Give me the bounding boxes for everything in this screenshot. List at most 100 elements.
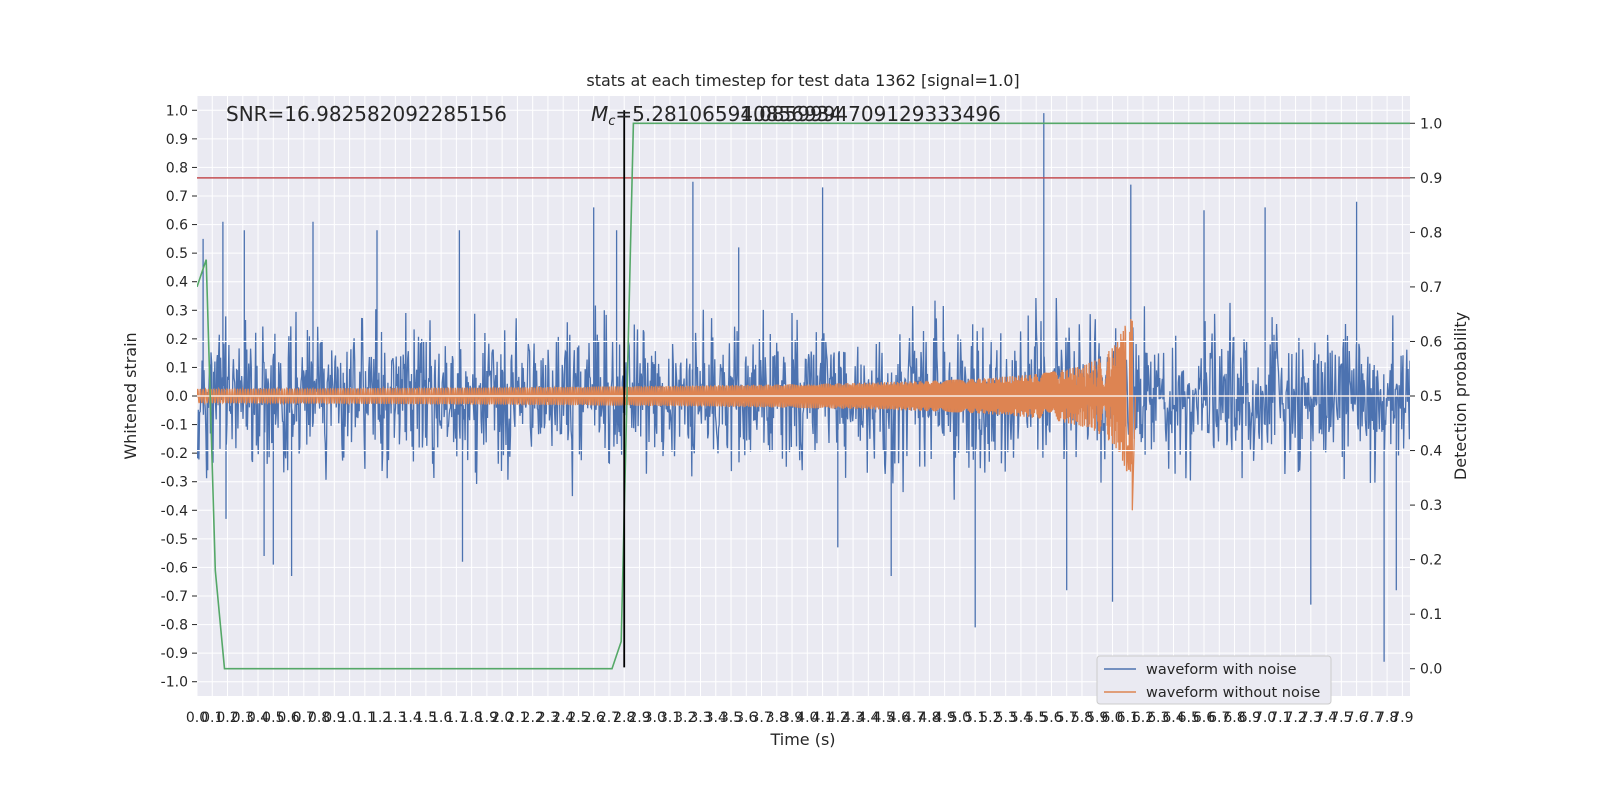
x-tick-label: 7.6 [1345, 710, 1367, 726]
y-tick-label: 0.1 [166, 360, 188, 376]
x-tick-label: 6.9 [1239, 710, 1261, 726]
x-tick-label: 2.0 [491, 710, 513, 726]
x-tick-label: 6.2 [1132, 710, 1154, 726]
y2-axis-ticks: 1.0 0.9 0.8 0.7 0.6 0.5 0.4 0.3 0.2 0.1 0.0 [1410, 116, 1442, 678]
x-tick-label: 2.4 [552, 710, 574, 726]
x-tick-label: 0.3 [232, 710, 254, 726]
y-tick-label: 0.5 [166, 246, 188, 262]
y-tick-label: 0.4 [166, 275, 188, 291]
x-tick-label: 3.2 [674, 710, 696, 726]
x-tick-label: 4.3 [842, 710, 864, 726]
y2-tick-label: 0.5 [1420, 389, 1442, 405]
x-tick-label: 5.4 [1010, 710, 1032, 726]
x-tick-label: 1.1 [354, 710, 376, 726]
chart-title: stats at each timestep for test data 136… [586, 71, 1019, 90]
x-tick-label: 1.7 [445, 710, 467, 726]
overlap-annotation: 1.0859994709129333496 [740, 102, 1001, 126]
x-tick-label: 3.9 [781, 710, 803, 726]
y-tick-label: 0.6 [166, 218, 188, 234]
x-tick-label: 2.2 [522, 710, 544, 726]
x-tick-label: 4.6 [888, 710, 910, 726]
x-tick-label: 2.5 [567, 710, 589, 726]
y-tick-label: -1.0 [161, 675, 188, 691]
x-tick-label: 4.4 [857, 710, 879, 726]
y2-axis-label: Detection probability [1451, 312, 1470, 480]
y2-tick-label: 0.9 [1420, 171, 1442, 187]
y2-tick-label: 0.8 [1420, 225, 1442, 241]
x-tick-label: 4.5 [872, 710, 894, 726]
x-tick-label: 0.7 [293, 710, 315, 726]
x-tick-label: 0.2 [216, 710, 238, 726]
x-tick-label: 4.0 [796, 710, 818, 726]
y2-grid-lines [197, 340, 1410, 452]
x-tick-label: 2.9 [628, 710, 650, 726]
y-tick-label: -0.7 [161, 589, 188, 605]
x-tick-label: 7.3 [1300, 710, 1322, 726]
legend: waveform with noise waveform without noi… [1096, 655, 1332, 705]
y2-tick-label: 0.7 [1420, 280, 1442, 296]
x-tick-label: 1.4 [399, 710, 421, 726]
x-tick-label: 0.1 [201, 710, 223, 726]
x-tick-label: 4.8 [918, 710, 940, 726]
x-tick-label: 0.8 [308, 710, 330, 726]
x-tick-label: 7.5 [1330, 710, 1352, 726]
x-tick-label: 5.9 [1086, 710, 1108, 726]
y2-tick-label: 0.6 [1420, 334, 1442, 350]
x-tick-label: 0.9 [323, 710, 345, 726]
y-tick-label: -0.1 [161, 418, 188, 434]
x-tick-label: 2.7 [598, 710, 620, 726]
x-tick-label: 5.1 [964, 710, 986, 726]
x-tick-label: 7.1 [1269, 710, 1291, 726]
snr-annotation: SNR=16.982582092285156 [226, 102, 507, 126]
noise-line [197, 113, 1410, 662]
y-tick-label: -0.2 [161, 446, 188, 462]
x-axis-label: Time (s) [769, 730, 835, 749]
x-tick-label: 1.0 [338, 710, 360, 726]
x-tick-label: 2.1 [506, 710, 528, 726]
probability-line [197, 122, 1410, 670]
y-tick-label: -0.5 [161, 532, 188, 548]
x-tick-label: 5.5 [1025, 710, 1047, 726]
x-axis-ticks: 0.00.10.20.30.40.50.60.70.80.91.01.11.21… [186, 710, 1414, 726]
y2-tick-label: 0.0 [1420, 662, 1442, 678]
x-tick-label: 7.9 [1391, 710, 1413, 726]
legend-label-noise: waveform with noise [1146, 662, 1297, 678]
x-tick-label: 6.0 [1101, 710, 1123, 726]
y-axis-ticks: 1.0 0.9 0.8 0.7 0.6 0.5 0.4 0.3 0.2 0.1 0.0 -0.1 -0.… [161, 103, 197, 691]
series-waveform-with-noise [197, 113, 1410, 662]
x-tick-label: 6.4 [1162, 710, 1184, 726]
y-tick-label: 0.0 [166, 389, 188, 405]
x-tick-label: 1.2 [369, 710, 391, 726]
x-tick-label: 7.2 [1284, 710, 1306, 726]
x-tick-label: 3.4 [705, 710, 727, 726]
x-tick-label: 3.7 [750, 710, 772, 726]
x-tick-label: 3.5 [720, 710, 742, 726]
x-tick-label: 1.5 [415, 710, 437, 726]
x-tick-label: 1.8 [461, 710, 483, 726]
y2-tick-label: 0.1 [1420, 607, 1442, 623]
y-tick-label: -0.8 [161, 618, 188, 634]
x-tick-label: 3.8 [766, 710, 788, 726]
x-tick-label: 3.0 [644, 710, 666, 726]
x-tick-label: 4.2 [827, 710, 849, 726]
x-tick-label: 7.4 [1315, 710, 1337, 726]
y2-tick-label: 0.2 [1420, 553, 1442, 569]
x-tick-label: 0.6 [277, 710, 299, 726]
chirp-line [197, 318, 1410, 511]
y-tick-label: -0.3 [161, 475, 188, 491]
y2-tick-label: 0.3 [1420, 498, 1442, 514]
x-tick-label: 5.2 [979, 710, 1001, 726]
x-tick-label: 7.0 [1254, 710, 1276, 726]
mc-annotation: Mc=5.281065940856934 [591, 102, 842, 129]
series-waveform-without-noise [197, 318, 1410, 511]
x-tick-label: 1.9 [476, 710, 498, 726]
y2-tick-label: 0.4 [1420, 444, 1442, 460]
y-tick-label: 1.0 [166, 103, 188, 119]
y-tick-label: 0.9 [166, 132, 188, 148]
x-tick-label: 7.8 [1376, 710, 1398, 726]
y-tick-label: -0.9 [161, 646, 188, 662]
y2-tick-label: 1.0 [1420, 116, 1442, 132]
x-tick-label: 5.0 [949, 710, 971, 726]
x-tick-label: 2.3 [537, 710, 559, 726]
